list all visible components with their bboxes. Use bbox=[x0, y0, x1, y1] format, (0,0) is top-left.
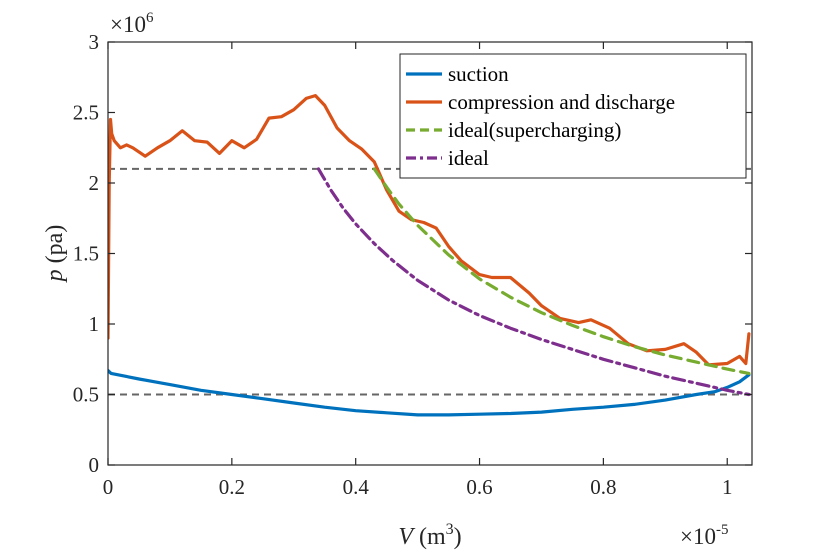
y-multiplier: ×106 bbox=[110, 10, 154, 37]
y-tick-label: 2 bbox=[89, 171, 100, 195]
y-tick-label: 2.5 bbox=[73, 101, 99, 125]
axis-ticks: 0 0.2 0.4 0.6 0.8 1 0 0.5 1 1.5 2 2.5 3 bbox=[73, 30, 752, 499]
x-tick-label: 0.4 bbox=[343, 475, 370, 499]
x-tick-label: 1 bbox=[722, 475, 733, 499]
legend: suction compression and discharge ideal(… bbox=[399, 53, 747, 179]
x-tick-label: 0 bbox=[103, 475, 114, 499]
plot-frame bbox=[107, 41, 753, 466]
legend-label-compression: compression and discharge bbox=[448, 90, 675, 114]
x-tick-label: 0.8 bbox=[590, 475, 616, 499]
y-tick-label: 0 bbox=[89, 453, 100, 477]
x-tick-label: 0.2 bbox=[219, 475, 245, 499]
series-line-ideal-supercharging- bbox=[372, 167, 751, 375]
legend-label-ideal-supercharging: ideal(supercharging) bbox=[448, 118, 621, 142]
x-axis-title: V (m3) bbox=[398, 521, 461, 550]
y-axis-title: p (pa) bbox=[42, 225, 68, 284]
series-line-compression-and-discharge bbox=[108, 93, 751, 367]
series-line-suction bbox=[108, 368, 751, 417]
y-tick-label: 0.5 bbox=[73, 383, 99, 407]
legend-swatches bbox=[406, 72, 442, 160]
legend-label-suction: suction bbox=[448, 62, 509, 86]
legend-box bbox=[399, 53, 747, 179]
series-lines bbox=[108, 93, 751, 417]
series-line-ideal bbox=[316, 167, 751, 397]
y-tick-label: 1.5 bbox=[73, 242, 99, 266]
y-tick-label: 3 bbox=[89, 30, 100, 54]
x-tick-label: 0.6 bbox=[466, 475, 492, 499]
x-multiplier: ×10-5 bbox=[680, 522, 728, 549]
legend-label-ideal: ideal bbox=[448, 146, 489, 170]
y-tick-label: 1 bbox=[89, 312, 100, 336]
